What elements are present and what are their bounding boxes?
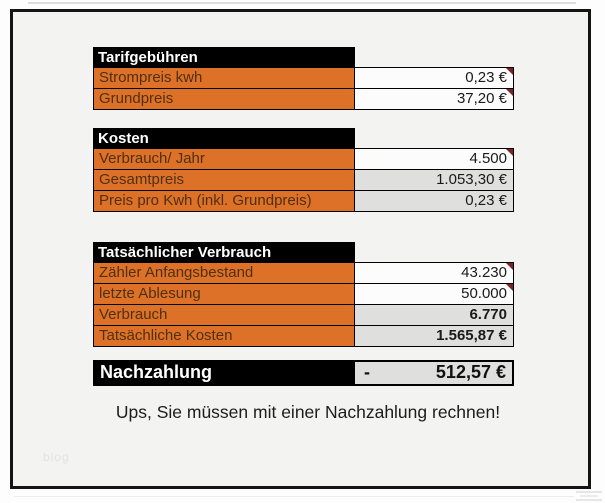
table-row: Grundpreis 37,20 € <box>93 88 514 110</box>
summary-sign: - <box>364 362 370 382</box>
value-cell-tatsaechliche-kosten: 1.565,87 € <box>354 325 514 347</box>
value-text: 37,20 € <box>456 90 507 107</box>
table-row: Verbrauch/ Jahr 4.500 <box>93 148 514 170</box>
value-text: 0,23 € <box>465 69 507 86</box>
corner-artifact-marks <box>576 491 602 501</box>
table-row: Strompreis kwh 0,23 € <box>93 67 514 89</box>
value-cell-preis-pro-kwh: 0,23 € <box>354 190 514 212</box>
value-cell-grundpreis[interactable]: 37,20 € <box>354 88 514 110</box>
value-cell-gesamtpreis: 1.053,30 € <box>354 169 514 191</box>
row-label-letzte-ablesung: letzte Ablesung <box>93 283 355 305</box>
row-label-preis-pro-kwh: Preis pro Kwh (inkl. Grundpreis) <box>93 190 355 212</box>
row-label-tatsaechliche-kosten: Tatsächliche Kosten <box>93 325 355 347</box>
bottom-divider-line <box>14 496 574 497</box>
section-gap <box>93 110 514 128</box>
section-gap <box>93 347 514 360</box>
value-text: 6.770 <box>469 306 507 323</box>
value-cell-zaehler-anfangsbestand[interactable]: 43.230 <box>354 262 514 284</box>
comment-marker-icon <box>506 149 513 156</box>
value-text: 4.500 <box>469 150 507 167</box>
value-cell-letzte-ablesung[interactable]: 50.000 <box>354 283 514 305</box>
row-label-verbrauch: Verbrauch <box>93 304 355 326</box>
comment-marker-icon <box>506 89 513 96</box>
worksheet-frame: Tarifgebühren Strompreis kwh 0,23 € Grun… <box>10 9 591 489</box>
row-label-strompreis: Strompreis kwh <box>93 67 355 89</box>
section-header-kosten: Kosten <box>93 128 355 149</box>
row-label-grundpreis: Grundpreis <box>93 88 355 110</box>
summary-label: Nachzahlung <box>95 362 355 384</box>
comment-marker-icon <box>506 68 513 75</box>
row-label-gesamtpreis: Gesamtpreis <box>93 169 355 191</box>
value-text: 43.230 <box>461 264 507 281</box>
value-text: 1.565,87 € <box>436 327 507 344</box>
summary-amount: 512,57 € <box>435 362 506 382</box>
row-label-verbrauch-jahr: Verbrauch/ Jahr <box>93 148 355 170</box>
table-row: Verbrauch 6.770 <box>93 304 514 326</box>
top-divider-line <box>28 2 576 4</box>
table-row: letzte Ablesung 50.000 <box>93 283 514 305</box>
value-text: 1.053,30 € <box>436 171 507 188</box>
section-header-tatsaechlicher-verbrauch: Tatsächlicher Verbrauch <box>93 242 355 263</box>
section-gap <box>93 212 514 242</box>
summary-value-cell: - 512,57 € <box>355 362 512 384</box>
spreadsheet-area: Tarifgebühren Strompreis kwh 0,23 € Grun… <box>13 12 588 486</box>
value-text: 50.000 <box>461 285 507 302</box>
table-row: Gesamtpreis 1.053,30 € <box>93 169 514 191</box>
value-text: 0,23 € <box>465 192 507 209</box>
comment-marker-icon <box>506 284 513 291</box>
table-row: Preis pro Kwh (inkl. Grundpreis) 0,23 € <box>93 190 514 212</box>
table-row: Zähler Anfangsbestand 43.230 <box>93 262 514 284</box>
tariff-table: Tarifgebühren Strompreis kwh 0,23 € Grun… <box>93 47 514 423</box>
table-row: Tatsächliche Kosten 1.565,87 € <box>93 325 514 347</box>
result-message: Ups, Sie müssen mit einer Nachzahlung re… <box>115 402 501 422</box>
row-label-zaehler-anfangsbestand: Zähler Anfangsbestand <box>93 262 355 284</box>
section-header-tarifgebuehren: Tarifgebühren <box>93 47 355 68</box>
summary-row-nachzahlung: Nachzahlung - 512,57 € <box>93 360 514 386</box>
value-cell-verbrauch: 6.770 <box>354 304 514 326</box>
watermark-text: blog <box>43 450 70 464</box>
value-cell-strompreis[interactable]: 0,23 € <box>354 67 514 89</box>
value-cell-verbrauch-jahr[interactable]: 4.500 <box>354 148 514 170</box>
comment-marker-icon <box>506 263 513 270</box>
